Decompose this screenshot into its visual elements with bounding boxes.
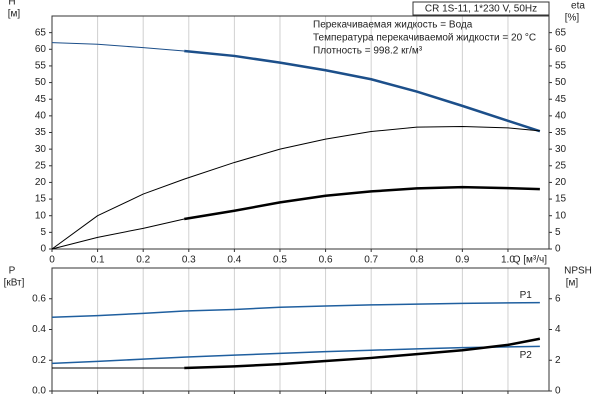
y-tick-label: 40 [35,110,47,121]
y-tick-label: 0.4 [32,324,46,335]
y2-tick-label: 20 [555,177,567,188]
y2-axis-unit: [%] [565,13,580,24]
note: Температура перекачиваемой жидкости = 20… [313,33,536,44]
x-tick-label: 0 [49,255,55,266]
y2-tick-label: 25 [555,160,567,171]
series-line [51,345,540,365]
x-tick-label: 0.5 [273,255,287,266]
y2-tick-label: 4 [555,324,561,335]
y2-tick-label: 0 [555,244,561,255]
y2-tick-label: 35 [555,127,567,138]
y-tick-label: 0.2 [32,355,46,366]
x-tick-label: 1.0 [501,255,515,266]
y2-axis-label: eta [571,1,585,12]
y2-axis-label: NPSH [564,266,592,277]
series-label: P2 [520,350,533,361]
x-tick-label: 0.8 [410,255,424,266]
y-axis-unit: [кВт] [4,278,25,289]
x-tick-label: 0.1 [91,255,105,266]
y-tick-label: 10 [35,210,47,221]
plot-frame [51,267,550,392]
series-line [51,42,185,52]
y-axis-label: P [9,266,16,277]
chart-title: CR 1S-11, 1*230 V, 50Hz [425,4,537,15]
x-axis-label: Q [м³/ч] [513,255,548,266]
series-line [51,301,540,318]
series-line [184,49,541,133]
y-tick-label: 50 [35,77,47,88]
y-tick-label: 0.0 [32,386,46,397]
y2-tick-label: 6 [555,293,561,304]
y2-tick-label: 5 [555,227,561,238]
y-tick-label: 25 [35,160,47,171]
y-tick-label: 45 [35,94,47,105]
plot-frame [51,15,550,250]
y-tick-label: 15 [35,194,47,205]
y2-tick-label: 15 [555,194,567,205]
y2-tick-label: 50 [555,77,567,88]
series-line [51,126,540,250]
note: Перекачиваемая жидкость = Вода [313,20,473,31]
y2-tick-label: 0 [555,386,561,397]
y-tick-label: 0 [40,244,46,255]
y2-tick-label: 60 [555,44,567,55]
y-tick-label: 30 [35,144,47,155]
y-axis-label: H [8,0,15,8]
x-tick-label: 0.9 [455,255,469,266]
y2-axis-unit: [м] [566,278,579,289]
y-tick-label: 20 [35,177,47,188]
x-tick-label: 0.7 [364,255,378,266]
series-line [51,218,185,250]
series-line [184,337,541,370]
x-tick-label: 0.2 [136,255,150,266]
y-tick-label: 5 [40,227,46,238]
note: Плотность = 998.2 кг/м³ [313,46,423,57]
y2-tick-label: 65 [555,27,567,38]
x-tick-label: 0.6 [319,255,333,266]
y2-tick-label: 30 [555,144,567,155]
y2-tick-label: 2 [555,355,561,366]
title-box [412,1,550,16]
y-axis-unit: [м] [8,9,21,20]
y2-tick-label: 40 [555,110,567,121]
y-tick-label: 60 [35,44,47,55]
x-tick-label: 0.3 [182,255,196,266]
y2-tick-label: 10 [555,210,567,221]
y-tick-label: 35 [35,127,47,138]
series-label: P1 [520,290,533,301]
y2-tick-label: 55 [555,61,567,72]
x-tick-label: 0.4 [227,255,241,266]
y-tick-label: 65 [35,27,47,38]
y2-tick-label: 45 [555,94,567,105]
y-tick-label: 55 [35,61,47,72]
series-line [184,185,540,221]
y-tick-label: 0.6 [32,293,46,304]
